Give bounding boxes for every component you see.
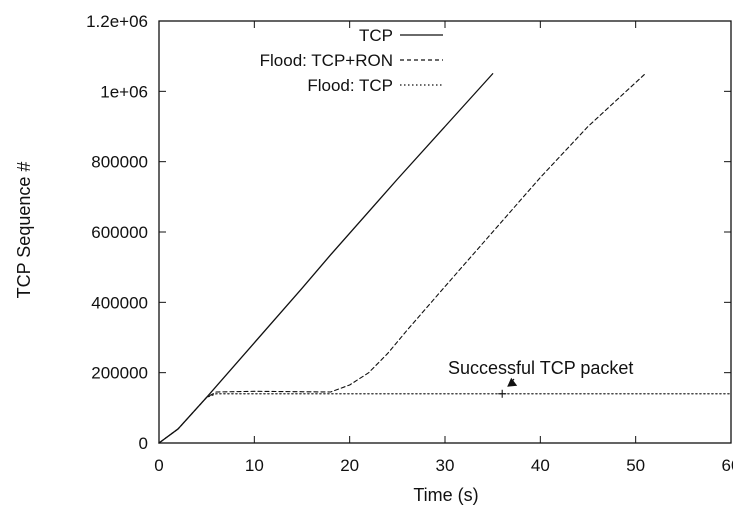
y-tick-label: 800000 <box>91 153 148 172</box>
tick-layer: 0 10 20 30 40 50 60 0 200000 400000 600000 800000 1e… <box>86 12 733 475</box>
legend-label-flood-tcp: Flood: TCP <box>307 76 393 95</box>
y-tick-label: 600000 <box>91 223 148 242</box>
y-tick-label: 400000 <box>91 293 148 312</box>
y-tick-label: 0 <box>139 434 148 453</box>
x-tick-label: 20 <box>340 456 359 475</box>
x-tick-label: 60 <box>722 456 733 475</box>
x-tick-label: 50 <box>626 456 645 475</box>
y-tick-label: 1e+06 <box>100 82 148 101</box>
x-tick-label: 30 <box>436 456 455 475</box>
x-axis-label: Time (s) <box>413 485 478 505</box>
y-axis-label: TCP Sequence # <box>14 162 34 299</box>
legend-label-tcp: TCP <box>359 26 393 45</box>
annotation-layer: Successful TCP packet <box>448 358 633 387</box>
series-line-2 <box>158 393 732 444</box>
series-layer <box>158 73 732 444</box>
plot-frame <box>158 20 732 444</box>
x-tick-label: 10 <box>245 456 264 475</box>
annotation-text: Successful TCP packet <box>448 358 633 378</box>
annotation-arrow-head <box>507 377 518 387</box>
series-line-1 <box>158 73 646 444</box>
x-tick-label: 0 <box>154 456 163 475</box>
legend-label-flood-tcp-ron: Flood: TCP+RON <box>260 51 393 70</box>
legend: TCP Flood: TCP+RON Flood: TCP <box>260 26 443 95</box>
y-tick-label: 1.2e+06 <box>86 12 148 31</box>
y-tick-label: 200000 <box>91 364 148 383</box>
x-tick-label: 40 <box>531 456 550 475</box>
